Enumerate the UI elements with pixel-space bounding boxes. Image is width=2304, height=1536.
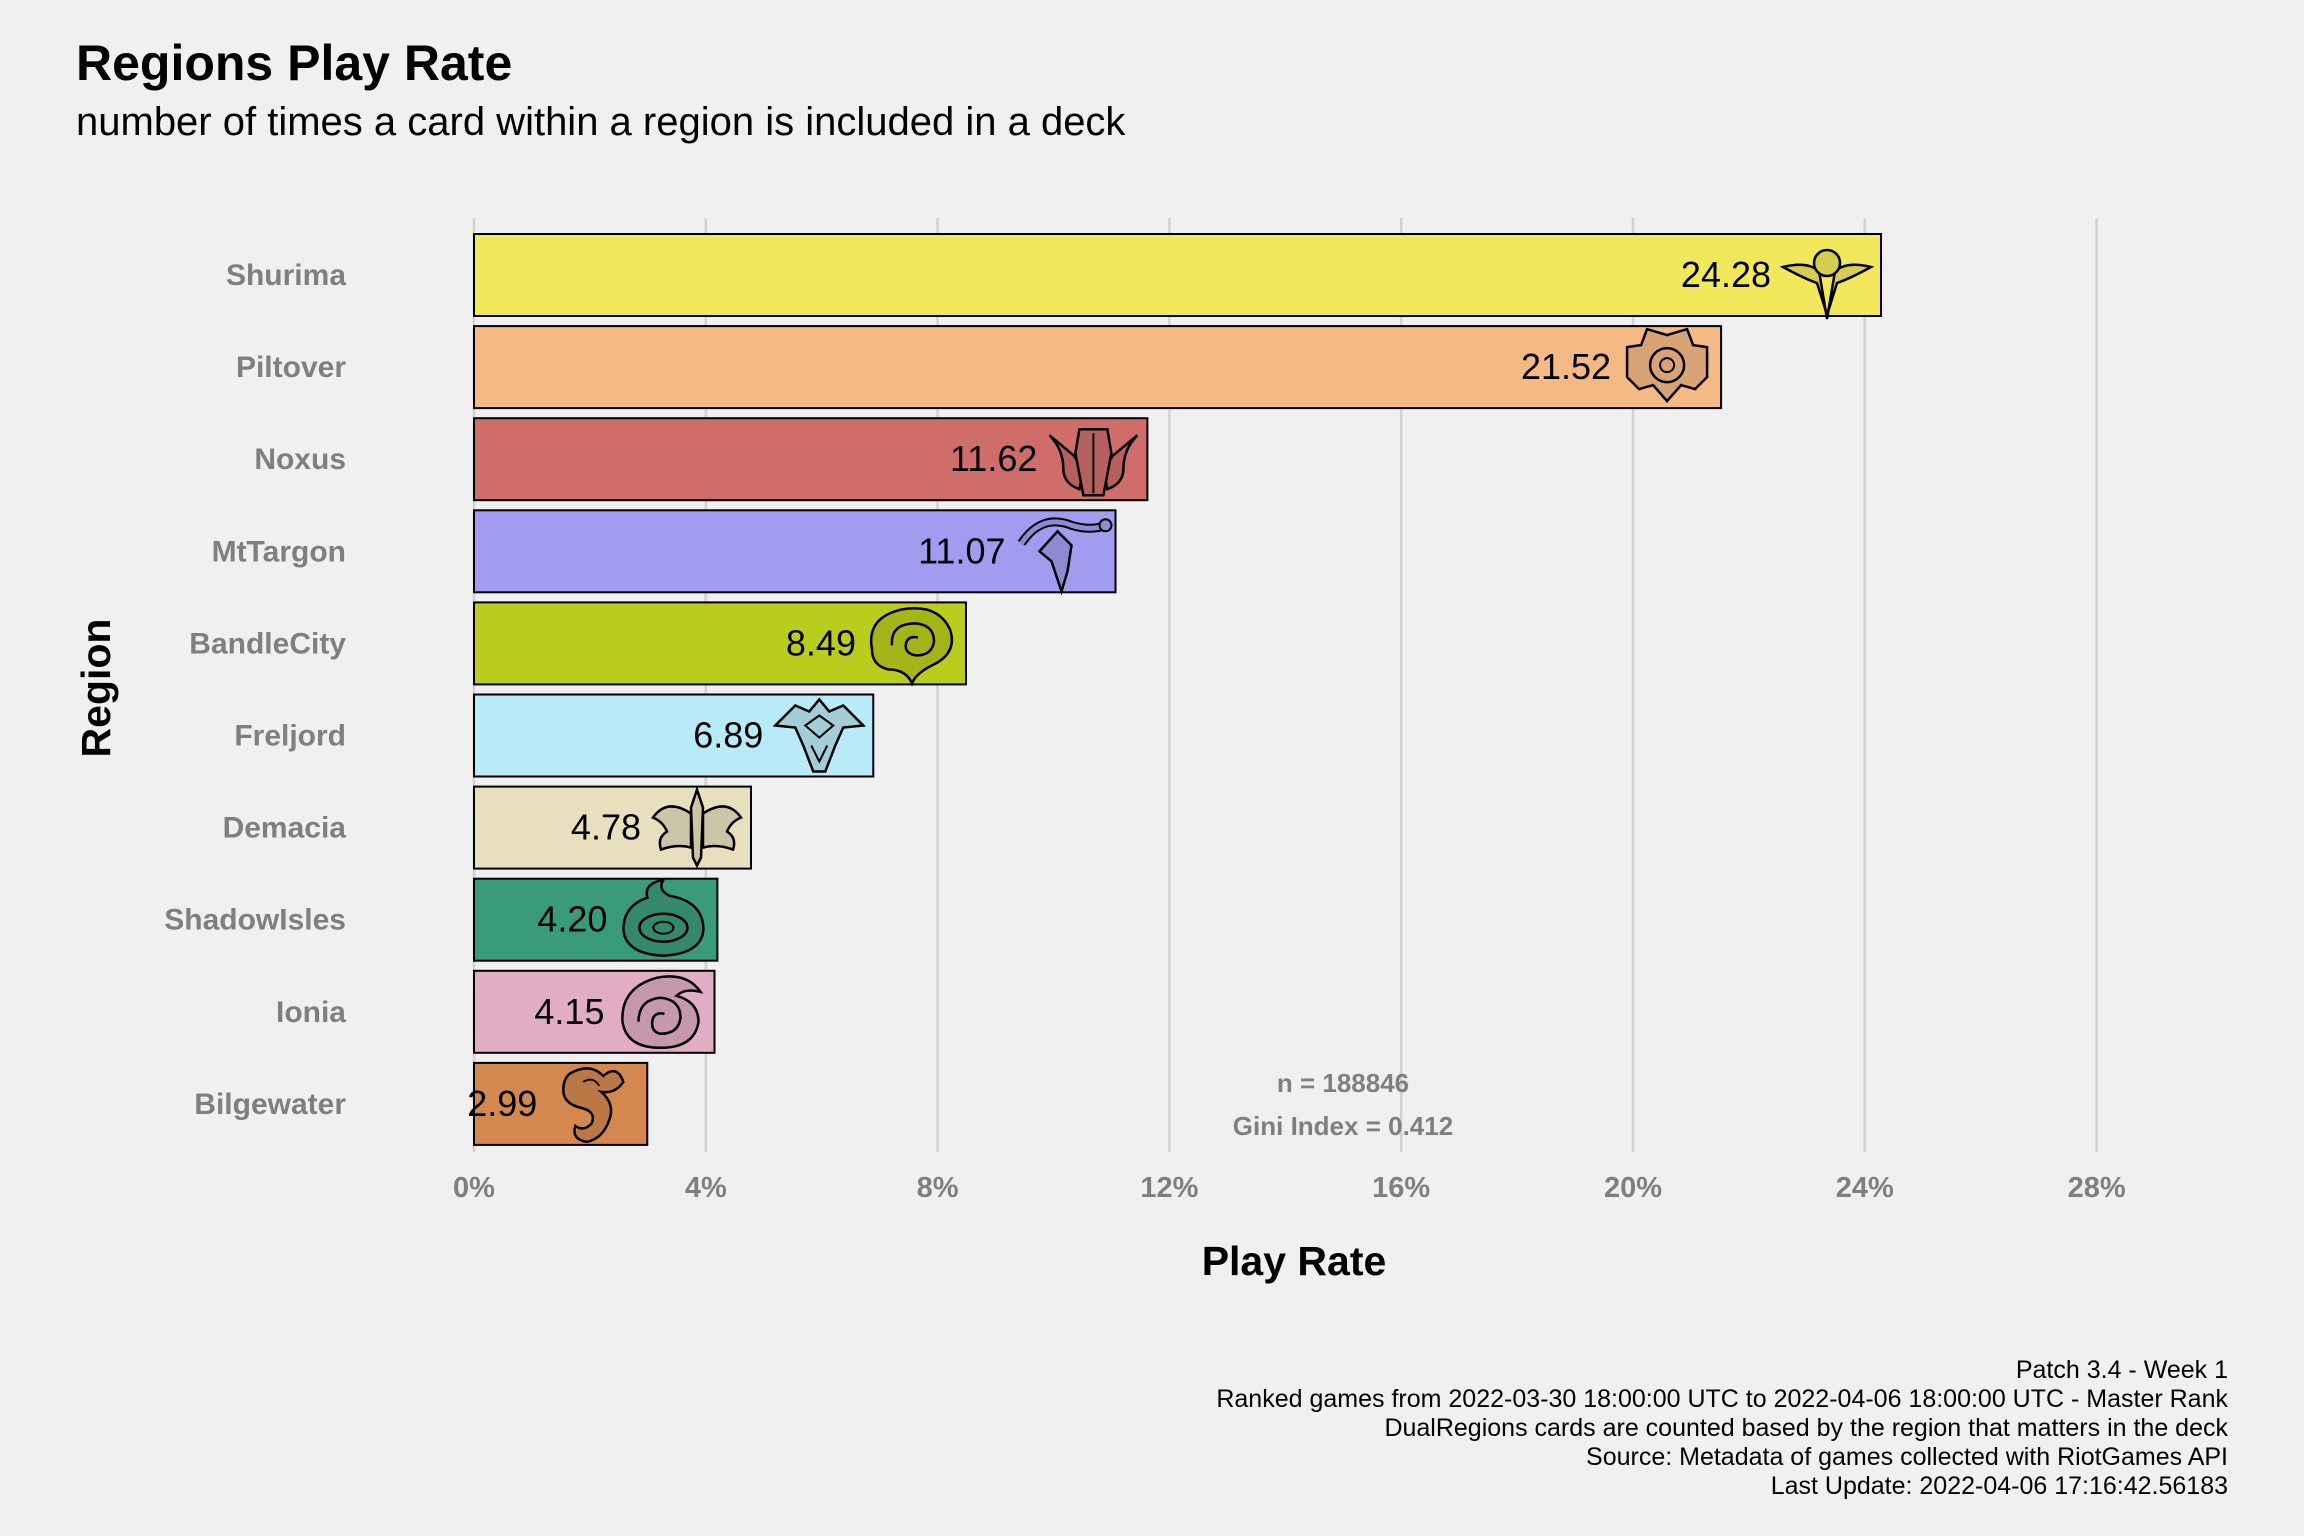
category-label: Freljord <box>234 720 346 753</box>
x-tick-label: 12% <box>1140 1172 1198 1204</box>
category-labels: Shurima Piltover Noxus MtTargon BandleCity Fr… <box>164 259 346 1121</box>
bandlecity-emblem-icon <box>869 607 954 687</box>
category-label: Ionia <box>276 996 346 1029</box>
caption-last-update: Last Update: 2022-04-06 17:16:42.56183 <box>1770 1472 2228 1500</box>
category-label: MtTargon <box>212 535 346 568</box>
bar-piltover <box>473 325 1723 410</box>
x-tick-label: 8% <box>917 1172 959 1204</box>
category-label: Shurima <box>226 259 346 292</box>
y-axis-title: Region <box>73 619 119 758</box>
category-label: Piltover <box>236 351 346 384</box>
x-tick-label: 0% <box>453 1172 495 1204</box>
value-label: 11.07 <box>918 530 1005 571</box>
caption-dual-regions: DualRegions cards are counted based by t… <box>1384 1414 2228 1442</box>
category-label: Bilgewater <box>194 1088 346 1121</box>
demacia-emblem-icon <box>651 785 743 869</box>
value-label: 21.52 <box>1521 346 1611 387</box>
x-axis-title: Play Rate <box>1202 1238 1387 1284</box>
bilgewater-emblem-icon <box>562 1067 625 1144</box>
piltover-emblem-icon <box>1625 327 1709 403</box>
caption-source: Source: Metadata of games collected with… <box>1586 1443 2228 1471</box>
value-label: 11.62 <box>950 438 1037 479</box>
bar-mttargon <box>473 509 1117 594</box>
x-tick-label: 4% <box>685 1172 727 1204</box>
value-label: 24.28 <box>1681 254 1771 295</box>
chart-subtitle: number of times a card within a region i… <box>76 100 1126 144</box>
ionia-emblem-icon <box>621 975 704 1050</box>
freljord-emblem-icon <box>772 697 867 773</box>
value-label: 6.89 <box>693 715 763 756</box>
x-tick-label: 20% <box>1604 1172 1662 1204</box>
shadowisles-emblem-icon <box>622 877 705 957</box>
gini-index-annotation: Gini Index = 0.412 <box>1233 1111 1453 1141</box>
category-label: ShadowIsles <box>164 904 346 937</box>
bars: 24.28 21.52 11.62 11.07 8.49 6.89 4.78 4.20 4.15… <box>467 233 1883 1146</box>
category-label: Demacia <box>223 812 347 845</box>
chart-title: Regions Play Rate <box>76 35 513 91</box>
value-label: 4.78 <box>571 807 641 848</box>
value-label: 4.15 <box>534 991 604 1032</box>
caption-patch: Patch 3.4 - Week 1 <box>2015 1356 2228 1384</box>
sample-size-annotation: n = 188846 <box>1277 1068 1409 1098</box>
mttargon-emblem-icon <box>1017 517 1113 596</box>
x-tick-label: 16% <box>1372 1172 1430 1204</box>
caption-block: Patch 3.4 - Week 1 Ranked games from 202… <box>1216 1356 2228 1501</box>
caption-date-range: Ranked games from 2022-03-30 18:00:00 UT… <box>1216 1385 2228 1413</box>
value-label: 2.99 <box>467 1083 537 1124</box>
x-tick-labels: 0% 4% 8% 12% 16% 20% 24% 28% <box>453 1172 2126 1204</box>
category-label: Noxus <box>254 443 346 476</box>
category-label: BandleCity <box>189 627 346 660</box>
x-tick-label: 28% <box>2068 1172 2126 1204</box>
noxus-emblem-icon <box>1048 427 1139 497</box>
bar-noxus <box>473 417 1149 502</box>
x-tick-label: 24% <box>1836 1172 1894 1204</box>
bar-shurima <box>473 233 1883 317</box>
value-label: 4.20 <box>537 899 607 940</box>
value-label: 8.49 <box>786 622 856 663</box>
shurima-emblem-icon <box>1779 248 1875 320</box>
